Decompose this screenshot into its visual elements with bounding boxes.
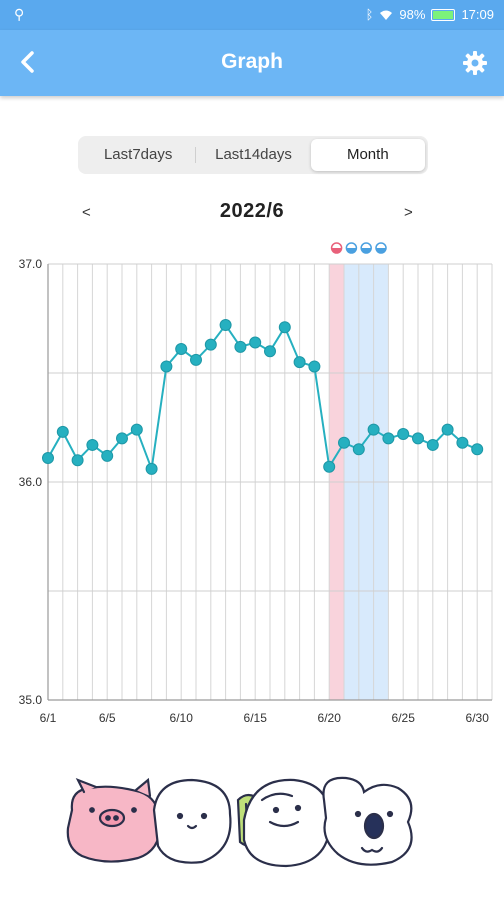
data-point [382, 432, 395, 445]
data-point [190, 353, 202, 366]
tab-divider [195, 147, 197, 163]
y-tick-label: 36.0 [19, 475, 43, 489]
data-point [56, 425, 69, 438]
status-icons: ᛒ 98% 17:09 [366, 7, 494, 22]
cycle-marker-fill [376, 248, 386, 253]
x-tick-label: 6/15 [244, 711, 268, 725]
x-tick-label: 6/25 [392, 711, 416, 725]
cycle-marker-fill [331, 248, 342, 253]
tab-last14days[interactable]: Last14days [215, 146, 292, 163]
mascot-characters-illustration [66, 776, 413, 868]
data-point [323, 460, 336, 473]
x-tick-label: 6/1 [40, 711, 57, 725]
app-bar: Graph [0, 30, 504, 96]
data-point [175, 343, 188, 356]
data-point [264, 345, 276, 358]
data-point [101, 449, 114, 462]
data-point [234, 340, 247, 353]
data-point [219, 319, 232, 332]
data-point [426, 438, 439, 451]
next-month-button[interactable]: > [404, 204, 413, 221]
data-point [471, 443, 484, 456]
data-point [338, 436, 350, 449]
gear-icon[interactable] [460, 48, 490, 78]
bluetooth-icon: ᛒ [365, 7, 374, 22]
wifi-icon [380, 10, 393, 20]
data-point [441, 423, 454, 436]
cycle-marker-fill [361, 248, 372, 253]
temperature-chart: 37.0 36.0 35.0 6/1 6/5 6/10 6/15 6/20 6/25 6/30 [19, 242, 493, 725]
data-point [42, 452, 54, 465]
period-selector: Last7days Last14days Month [78, 136, 428, 174]
data-point [308, 360, 321, 373]
data-point [204, 338, 217, 351]
page-title: Graph [221, 50, 283, 73]
data-point [130, 423, 143, 436]
x-tick-label: 6/30 [466, 711, 490, 725]
data-point [249, 336, 262, 349]
month-label: 2022/6 [219, 200, 285, 222]
month-navigation: < 2022/6 > [0, 198, 504, 228]
series-line [47, 323, 478, 470]
x-tick-label: 6/20 [318, 711, 342, 725]
data-point [412, 432, 424, 445]
data-point [352, 443, 365, 456]
tab-last7days[interactable]: Last7days [103, 146, 173, 163]
cycle-marker-fill [346, 248, 357, 253]
data-point [86, 438, 99, 451]
y-tick-label: 35.0 [19, 693, 43, 707]
data-point [278, 321, 291, 334]
data-point [456, 436, 469, 449]
usb-icon: ⚲ [14, 6, 25, 22]
data-point [116, 432, 128, 445]
data-point [71, 454, 84, 467]
data-point [145, 462, 158, 475]
x-tick-label: 6/10 [170, 711, 194, 725]
clock: 17:09 [461, 7, 494, 22]
data-point [367, 423, 380, 436]
x-tick-label: 6/5 [99, 711, 116, 725]
y-tick-label: 37.0 [19, 257, 43, 271]
battery-percent: 98% [399, 7, 426, 22]
data-point [397, 428, 410, 441]
data-point [293, 356, 306, 369]
chevron-left-icon[interactable] [14, 47, 44, 77]
tab-month[interactable]: Month [310, 139, 425, 171]
battery-icon [431, 8, 456, 21]
previous-month-button[interactable]: < [82, 204, 91, 221]
data-point [160, 360, 173, 373]
status-bar: ⚲ ᛒ 98% 17:09 [0, 0, 504, 30]
